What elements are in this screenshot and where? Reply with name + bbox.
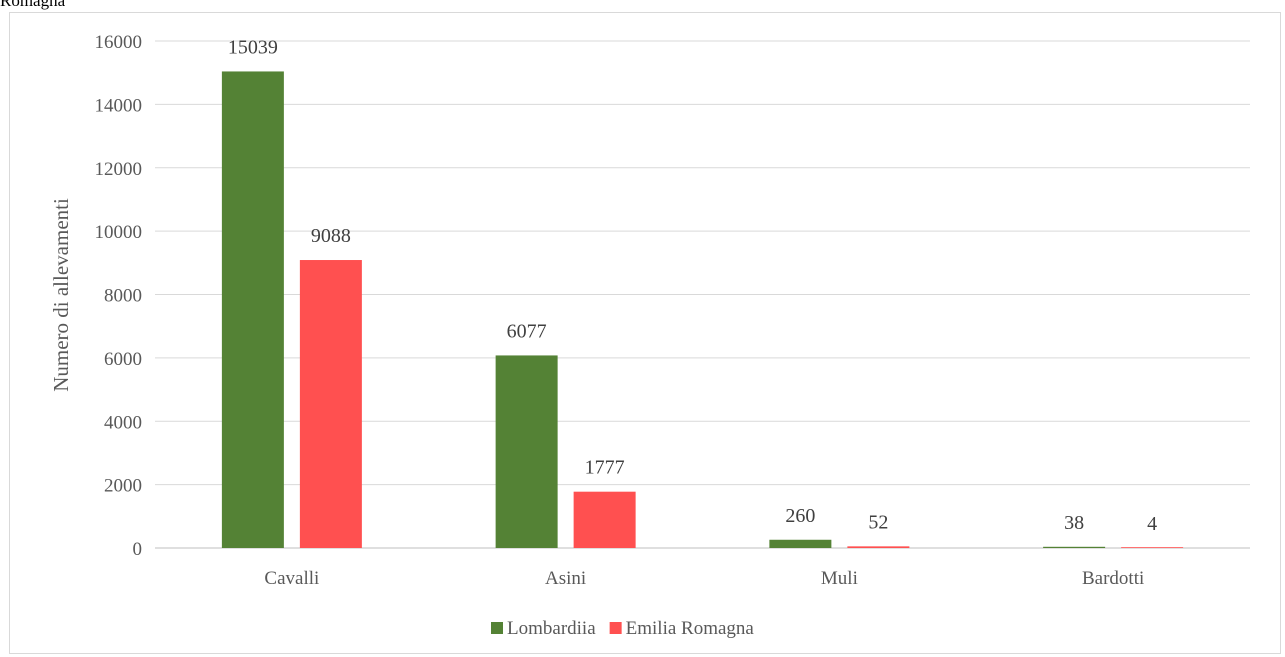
y-tick-label: 10000 xyxy=(95,222,143,243)
legend-label: Lombardiia xyxy=(507,618,596,639)
gridlines xyxy=(155,40,1250,549)
bar xyxy=(847,546,910,548)
legend: Lombardiia Emilia Romagna xyxy=(491,618,754,639)
bar xyxy=(573,491,636,548)
y-axis-label: Numero di allevamenti xyxy=(49,198,73,392)
bar xyxy=(495,355,558,548)
data-label: 260 xyxy=(785,505,815,527)
bar xyxy=(221,71,284,548)
caption-fragment: Romagna xyxy=(0,0,66,10)
y-tick-label: 16000 xyxy=(95,32,143,53)
chart-frame xyxy=(9,12,1281,654)
data-label: 15039 xyxy=(228,36,278,58)
y-tick-label: 12000 xyxy=(95,159,143,180)
bar xyxy=(299,260,362,548)
y-axis-ticks: 0 2000 4000 6000 8000 10000 12000 14000 16000 xyxy=(95,32,143,560)
legend-swatch xyxy=(609,622,622,634)
y-tick-label: 6000 xyxy=(104,349,142,370)
data-label: 52 xyxy=(868,511,888,533)
data-label: 1777 xyxy=(585,457,625,479)
bars xyxy=(221,71,1184,548)
y-tick-label: 2000 xyxy=(104,476,142,497)
bar xyxy=(1121,547,1184,548)
x-category-label: Bardotti xyxy=(1082,568,1144,589)
y-tick-label: 8000 xyxy=(104,286,142,307)
data-label: 6077 xyxy=(507,320,547,342)
x-category-label: Cavalli xyxy=(264,568,319,589)
legend-label: Emilia Romagna xyxy=(626,618,755,639)
data-labels: 15039 9088 6077 1777 260 52 38 4 xyxy=(228,36,1157,534)
x-category-label: Asini xyxy=(545,568,586,589)
data-label: 4 xyxy=(1147,513,1157,535)
x-axis-categories: Cavalli Asini Muli Bardotti xyxy=(264,568,1144,589)
y-tick-label: 0 xyxy=(133,539,143,560)
data-label: 38 xyxy=(1064,512,1084,534)
y-tick-label: 14000 xyxy=(95,95,143,116)
bar xyxy=(1043,546,1106,548)
legend-swatch xyxy=(491,622,503,634)
bar xyxy=(769,539,832,548)
x-category-label: Muli xyxy=(821,568,858,589)
data-label: 9088 xyxy=(311,225,351,247)
y-tick-label: 4000 xyxy=(104,412,142,433)
